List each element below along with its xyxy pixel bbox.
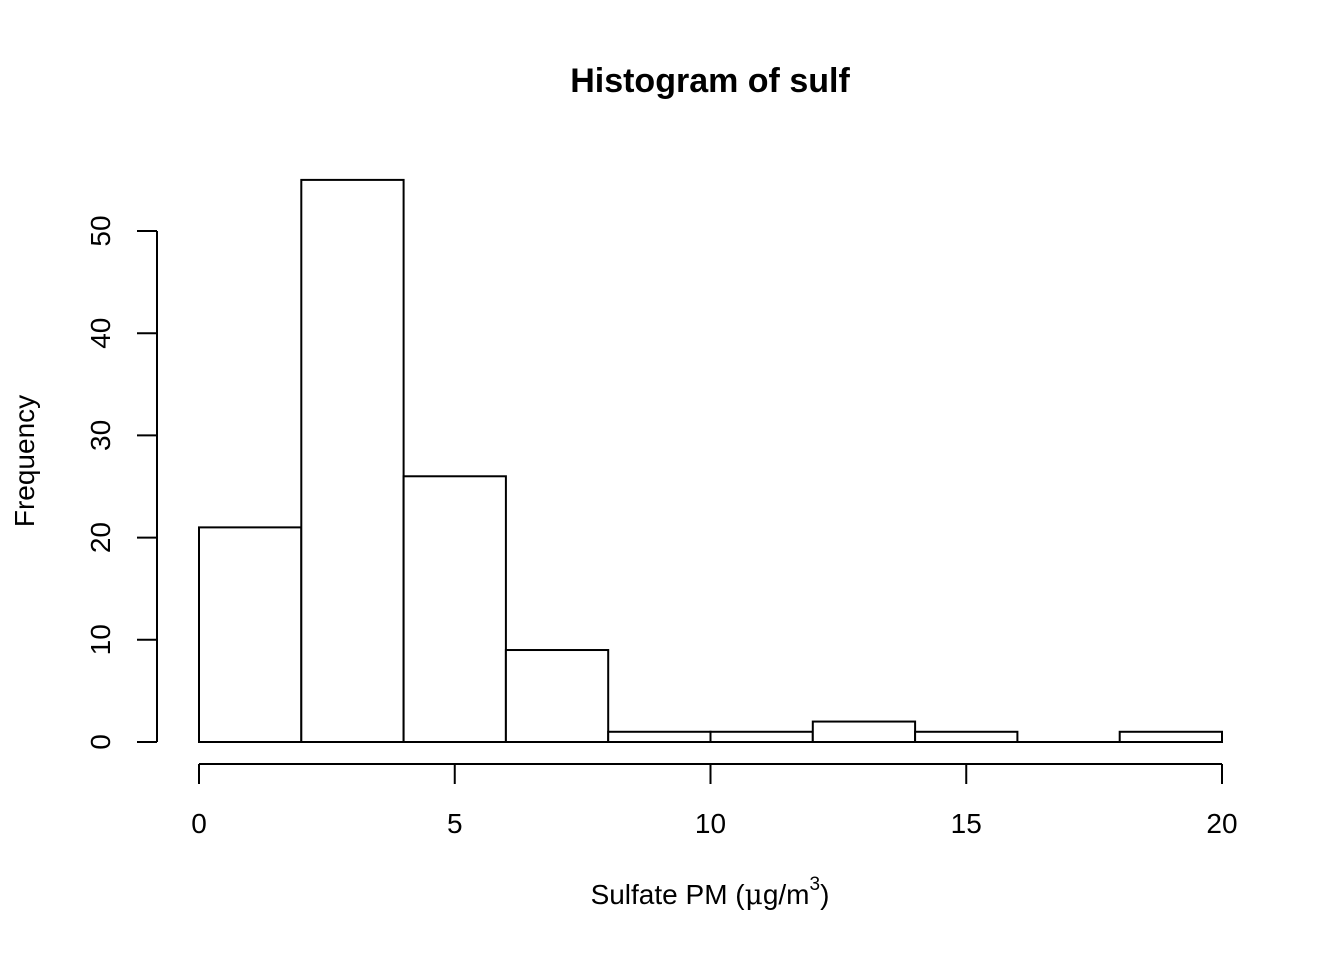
y-tick-label: 0 <box>85 734 116 750</box>
y-tick-label: 10 <box>85 624 116 655</box>
y-axis-label: Frequency <box>9 395 40 527</box>
chart-title: Histogram of sulf <box>570 62 850 100</box>
y-tick-label: 30 <box>85 420 116 451</box>
histogram-bar <box>709 730 814 744</box>
x-tick-label: 0 <box>191 808 207 839</box>
histogram-bar <box>198 526 303 743</box>
x-tick-label: 15 <box>951 808 982 839</box>
histogram-bar <box>504 649 610 744</box>
histogram-bar <box>402 475 507 743</box>
y-axis: 0 10 20 30 40 50 <box>85 215 158 750</box>
x-axis-label: Sulfate PM (μg/m3) <box>591 874 830 911</box>
x-axis: 0 5 10 15 20 <box>191 763 1238 839</box>
histogram-bar <box>914 730 1019 744</box>
x-tick-label: 5 <box>447 808 463 839</box>
histogram-bar <box>811 720 917 743</box>
y-tick-label: 50 <box>85 215 116 246</box>
y-tick-label: 40 <box>85 318 116 349</box>
x-tick-label: 20 <box>1206 808 1237 839</box>
histogram-bar <box>607 730 712 744</box>
histogram-bar <box>1118 730 1223 744</box>
histogram-bar <box>300 178 405 743</box>
x-tick-label: 10 <box>695 808 726 839</box>
bars-group <box>198 178 1223 744</box>
y-tick-label: 20 <box>85 522 116 553</box>
